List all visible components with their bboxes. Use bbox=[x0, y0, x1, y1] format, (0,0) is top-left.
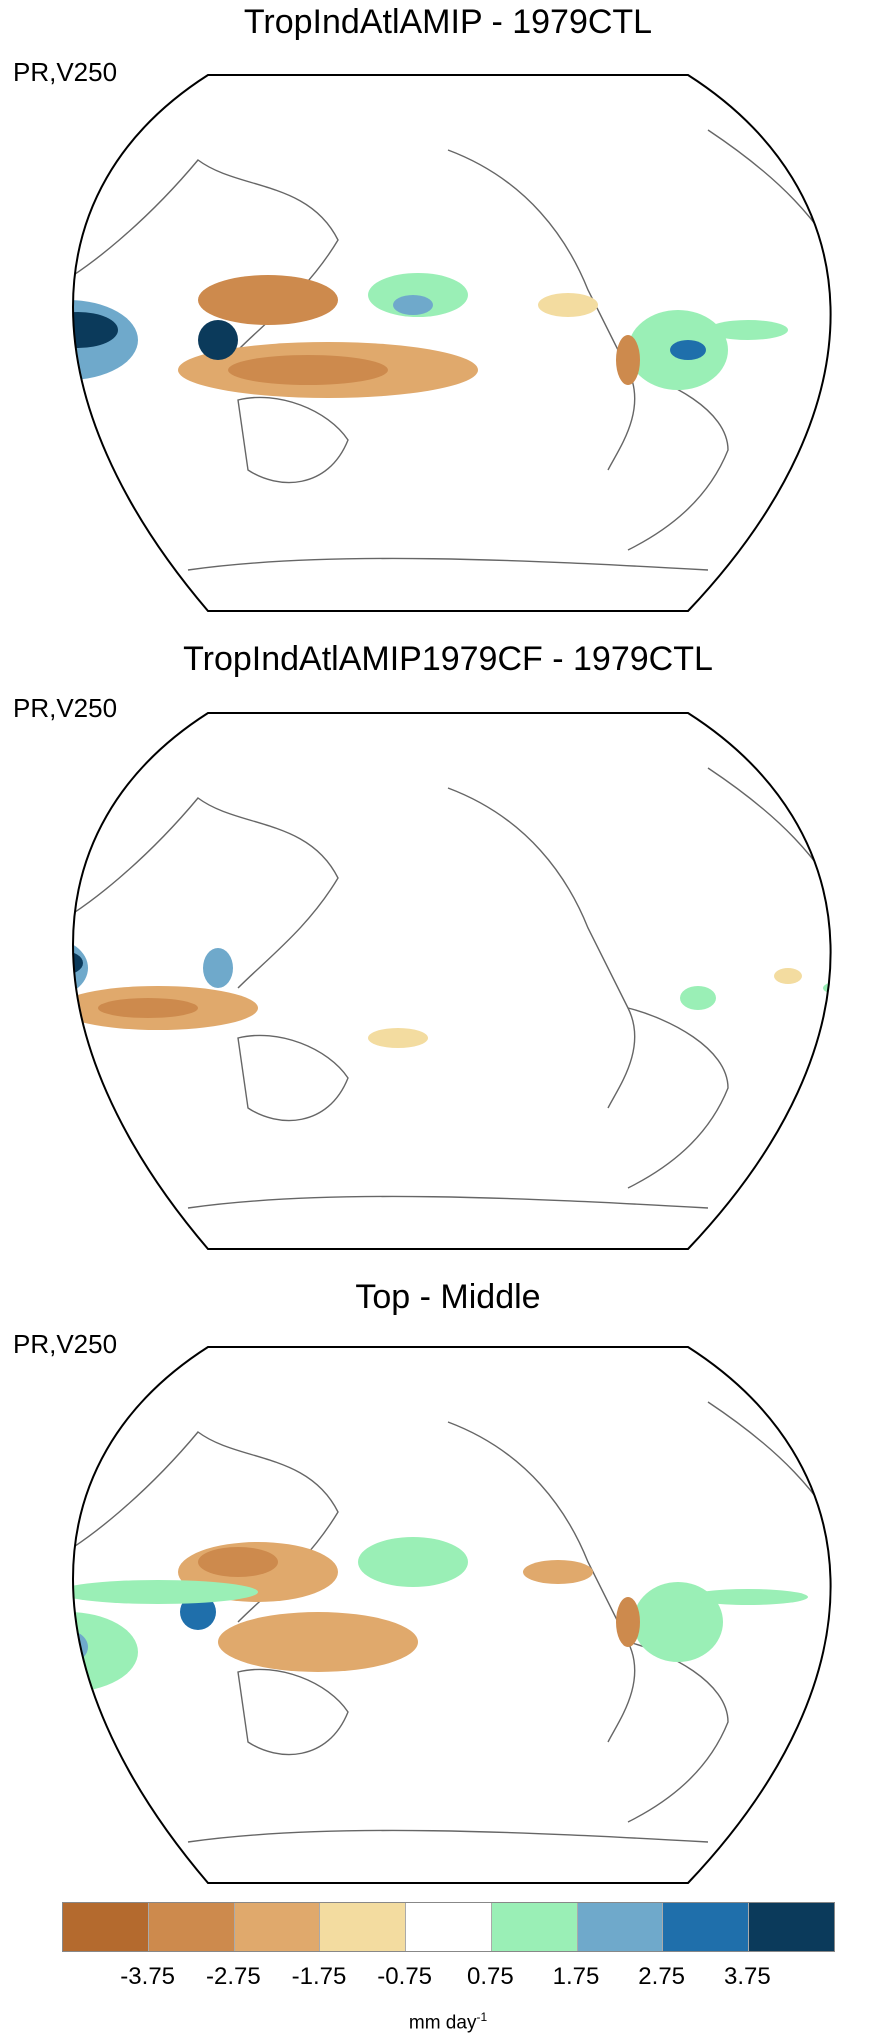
panel-1-map bbox=[72, 74, 832, 612]
colorbar bbox=[62, 1902, 835, 1952]
panel-3-anomalies bbox=[73, 1537, 808, 1692]
colorbar-swatch bbox=[491, 1903, 578, 1951]
panel-1-title: TropIndAtlAMIP - 1979CTL bbox=[243, 3, 653, 41]
colorbar-tick-label: 2.75 bbox=[638, 1963, 686, 1990]
colorbar-tick-label: 0.75 bbox=[466, 1963, 514, 1990]
panel-1-anomalies bbox=[73, 273, 788, 398]
panel-2-anomalies bbox=[73, 938, 831, 1048]
colorbar-tick-label: 1.75 bbox=[552, 1963, 600, 1990]
colorbar-swatch bbox=[148, 1903, 235, 1951]
panel-2-map bbox=[72, 712, 832, 1250]
panel-3-variable-label: PR,V250 bbox=[13, 1329, 118, 1359]
colorbar-units: mm day-1 bbox=[408, 2010, 488, 2034]
panel-3-title: Top - Middle bbox=[355, 1278, 541, 1316]
panel-1-variable-label: PR,V250 bbox=[13, 57, 118, 87]
colorbar-swatch bbox=[406, 1903, 492, 1951]
panel-2-title: TropIndAtlAMIP1979CF - 1979CTL bbox=[183, 640, 713, 678]
colorbar-swatch bbox=[63, 1903, 149, 1951]
colorbar-tick-label: 3.75 bbox=[723, 1963, 771, 1990]
colorbar-tick-label: -0.75 bbox=[377, 1963, 433, 1990]
colorbar-tick-label: -3.75 bbox=[120, 1963, 176, 1990]
colorbar-tick-label: -2.75 bbox=[205, 1963, 261, 1990]
colorbar-swatch bbox=[577, 1903, 664, 1951]
colorbar-swatch bbox=[320, 1903, 407, 1951]
colorbar-tick-label: -1.75 bbox=[291, 1963, 347, 1990]
panel-2-variable-label: PR,V250 bbox=[13, 693, 118, 723]
colorbar-swatch bbox=[234, 1903, 321, 1951]
colorbar-swatch bbox=[663, 1903, 750, 1951]
colorbar-swatch bbox=[749, 1903, 835, 1951]
panel-3-map bbox=[72, 1346, 832, 1884]
